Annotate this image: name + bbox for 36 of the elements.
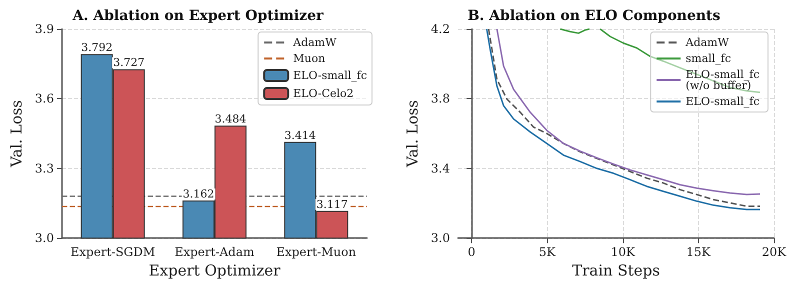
data-label: 3.117 [316, 198, 348, 211]
data-label: 3.484 [214, 112, 246, 126]
x-tick-label: Expert-Adam [174, 245, 256, 260]
legend-label: ELO-small_fc [686, 95, 760, 108]
y-tick-label: 3.9 [34, 22, 54, 36]
y-tick-label: 3.6 [34, 92, 54, 106]
y-axis-title: Val. Loss [8, 100, 26, 168]
legend-label: ELO-small_fc [293, 69, 367, 82]
x-tick-label: Expert-SGDM [70, 245, 156, 260]
data-label: 3.414 [284, 128, 316, 142]
x-tick-label: Expert-Muon [276, 245, 356, 260]
x-axis-title: Expert Optimizer [148, 262, 282, 280]
y-tick-label: 3.0 [34, 231, 54, 246]
y-tick-label: 3.8 [430, 92, 450, 106]
legend-label: Muon [293, 52, 326, 65]
x-tick-label: 5K [538, 245, 557, 260]
chart-title: A. Ablation on Expert Optimizer [72, 8, 324, 24]
x-tick-label: 20K [762, 245, 788, 260]
chart-title: B. Ablation on ELO Components [468, 8, 721, 24]
y-axis-title: Val. Loss [404, 100, 422, 168]
y-tick-label: 3.3 [34, 161, 54, 176]
x-axis-title: Train Steps [572, 262, 660, 280]
legend-label: AdamW [684, 36, 730, 49]
legend-label: ELO-Celo2 [293, 87, 354, 100]
x-tick-label: 10K [610, 245, 636, 260]
data-label: 3.162 [182, 187, 214, 200]
y-tick-label: 4.2 [430, 22, 450, 36]
data-label: 3.727 [113, 56, 145, 70]
legend-label: small_fc [686, 52, 732, 65]
x-tick-label: 15K [686, 245, 712, 260]
y-tick-label: 3.0 [430, 231, 450, 246]
legend-label: ELO-small_fc (w/o buffer) [686, 68, 764, 92]
y-tick-label: 3.4 [430, 161, 450, 176]
data-label: 3.792 [81, 41, 113, 54]
x-tick-label: 0 [468, 245, 476, 260]
legend-label: AdamW [292, 36, 338, 49]
